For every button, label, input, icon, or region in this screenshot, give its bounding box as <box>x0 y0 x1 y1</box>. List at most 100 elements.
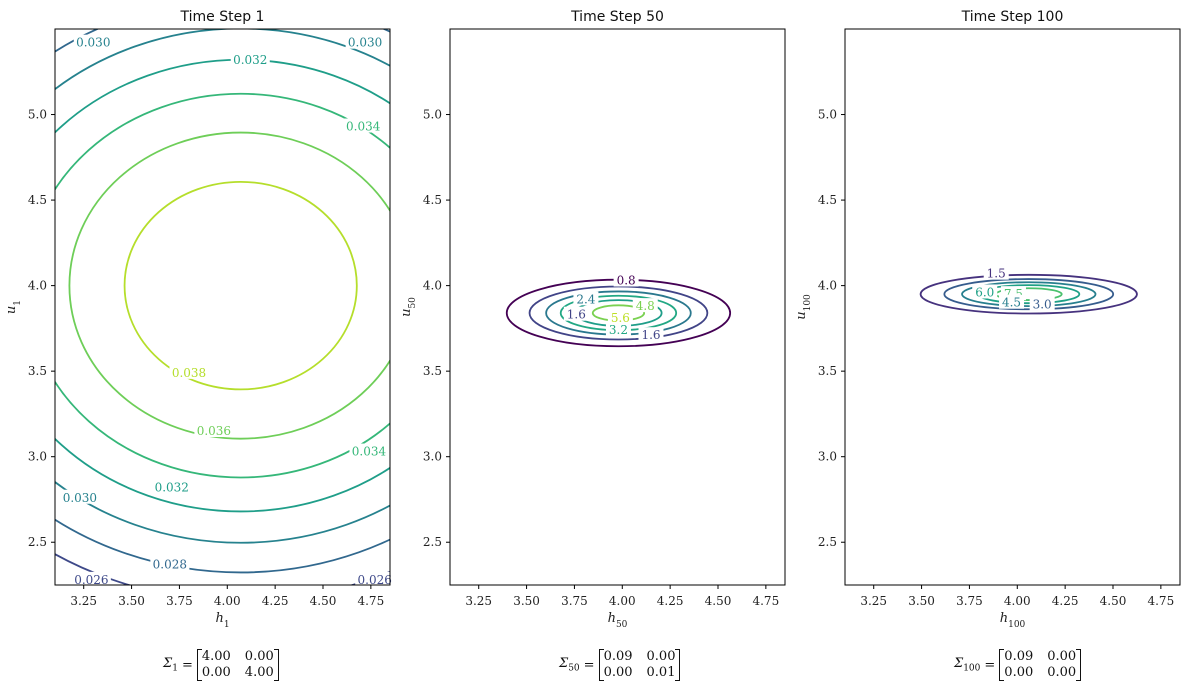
contour-label: 1.6 <box>641 328 660 342</box>
x-tick-label: 3.50 <box>908 594 935 608</box>
contour-label: 3.0 <box>1033 297 1052 311</box>
contour-label: 0.032 <box>233 53 267 67</box>
axis-label-base: u <box>794 311 809 319</box>
contour-label-bg <box>605 322 631 337</box>
chart-title: Time Step 50 <box>570 9 664 25</box>
y-tick-label: 4.0 <box>28 279 47 293</box>
matrix-cell: 0.00 <box>1004 665 1034 680</box>
contour-line <box>528 285 709 341</box>
contour-label: 0.034 <box>352 445 387 459</box>
contour-label: 0.8 <box>617 273 636 287</box>
sigma-label: Σ100 <box>954 656 981 674</box>
chart-title: Time Step 100 <box>961 9 1064 25</box>
y-axis-label: u50 <box>399 297 418 317</box>
x-tick-label: 3.25 <box>70 594 97 608</box>
y-axis-label: u1 <box>4 300 23 314</box>
x-tick-label: 4.25 <box>1052 594 1079 608</box>
sigma-matrix: 0.09 0.00 0.00 0.01 <box>598 649 681 681</box>
x-tick-label: 4.50 <box>705 594 732 608</box>
matrix-cell: 0.00 <box>201 665 231 680</box>
contour-line <box>55 92 390 479</box>
y-tick-label: 4.0 <box>818 279 837 293</box>
contour-line <box>943 278 1115 311</box>
contour-label-bg <box>563 306 589 321</box>
x-tick-label: 3.50 <box>513 594 540 608</box>
contour-label-bg <box>349 443 389 458</box>
axes-frame <box>54 28 391 586</box>
y-tick-label: 2.5 <box>818 535 837 549</box>
matrix-cell: 0.00 <box>646 649 676 664</box>
x-tick-label: 4.00 <box>609 594 636 608</box>
x-tick-label: 3.75 <box>956 594 983 608</box>
contour-line <box>919 273 1138 315</box>
sigma-annotation-50: Σ50 = 0.09 0.00 0.00 0.01 <box>559 649 681 681</box>
axis-label-sub: 50 <box>408 297 418 309</box>
matrix-cell: 0.01 <box>646 665 676 680</box>
axis-label-sub: 1 <box>13 300 23 306</box>
y-tick-label: 5.0 <box>423 108 442 122</box>
axis-label-base: u <box>4 306 19 314</box>
x-tick-label: 4.50 <box>310 594 337 608</box>
contour-label-bg <box>150 556 190 571</box>
matrix-cell: 0.00 <box>603 665 633 680</box>
matrix-cell: 4.00 <box>201 649 231 664</box>
x-tick-label: 4.75 <box>1147 594 1174 608</box>
chart-title: Time Step 1 <box>180 9 265 25</box>
axis-label-base: h <box>215 611 223 626</box>
x-tick-label: 4.00 <box>1004 594 1031 608</box>
contour-label: 0.028 <box>153 557 187 571</box>
contour-label-bg <box>638 327 664 342</box>
contour-label-bg <box>999 294 1025 309</box>
axes-frame <box>449 28 786 586</box>
sigma-annotation-100: Σ100 = 0.09 0.00 0.00 0.00 <box>954 649 1082 681</box>
sigma-annotation-1: Σ1 = 4.00 0.00 0.00 4.00 <box>163 649 279 681</box>
contour-label: 0.026 <box>358 573 392 587</box>
x-axis-label: h100 <box>1000 611 1026 630</box>
contour-label: 3.2 <box>609 323 628 337</box>
x-tick-label: 4.75 <box>357 594 384 608</box>
y-tick-label: 5.0 <box>818 108 837 122</box>
axis-label-sub: 100 <box>803 294 813 311</box>
x-tick-label: 3.25 <box>465 594 492 608</box>
contour-line <box>55 29 390 544</box>
contour-label-bg <box>972 284 998 299</box>
y-tick-label: 3.5 <box>818 364 837 378</box>
y-tick-label: 4.5 <box>28 193 47 207</box>
contour-label: 0.034 <box>346 120 381 134</box>
contour-label-bg <box>983 265 1009 280</box>
contour-label-bg <box>73 34 113 49</box>
x-tick-label: 3.75 <box>561 594 588 608</box>
matrix-cell: 0.09 <box>1004 649 1034 664</box>
contour-label: 4.8 <box>636 299 655 313</box>
contour-label-bg <box>230 51 270 66</box>
contour-line <box>961 281 1097 307</box>
x-tick-label: 4.00 <box>214 594 241 608</box>
subplot-2: 0.8 2.4 1.6 4.8 5.63.2 1.6 3.25 3.50 3.75 4.00 4.2… <box>399 9 786 630</box>
subplot-3: 1.56.0 7.54.5 3.03.25 3.50 3.75 4.00 4.25 4.50 4… <box>794 9 1181 630</box>
sigma-matrix: 0.09 0.00 0.00 0.00 <box>999 649 1082 681</box>
contour-line <box>55 29 390 574</box>
y-tick-label: 3.0 <box>423 450 442 464</box>
y-tick-label: 3.5 <box>423 364 442 378</box>
subplot-1: 0.030 0.030 0.032 0.034 0.038 0.036 0.034 0.032… <box>4 9 395 630</box>
contour-label: 6.0 <box>975 285 994 299</box>
y-tick-label: 3.5 <box>28 364 47 378</box>
x-tick-label: 4.25 <box>657 594 684 608</box>
contour-group <box>55 29 390 585</box>
contour-label-bg <box>152 479 192 494</box>
contour-label: 2.4 <box>576 292 595 306</box>
contour-label-bg <box>345 34 385 49</box>
contour-label: 1.5 <box>987 267 1006 281</box>
contour-label: 0.030 <box>348 36 382 50</box>
x-tick-label: 3.50 <box>118 594 145 608</box>
contour-label-bg <box>194 423 234 438</box>
x-tick-label: 4.75 <box>752 594 779 608</box>
y-tick-label: 3.0 <box>28 450 47 464</box>
y-tick-label: 4.0 <box>423 279 442 293</box>
axes-frame <box>844 28 1181 586</box>
sigma-label: Σ50 <box>559 656 580 674</box>
y-tick-label: 3.0 <box>818 450 837 464</box>
contour-label-bg <box>60 489 100 504</box>
contour-label: 0.036 <box>197 424 231 438</box>
